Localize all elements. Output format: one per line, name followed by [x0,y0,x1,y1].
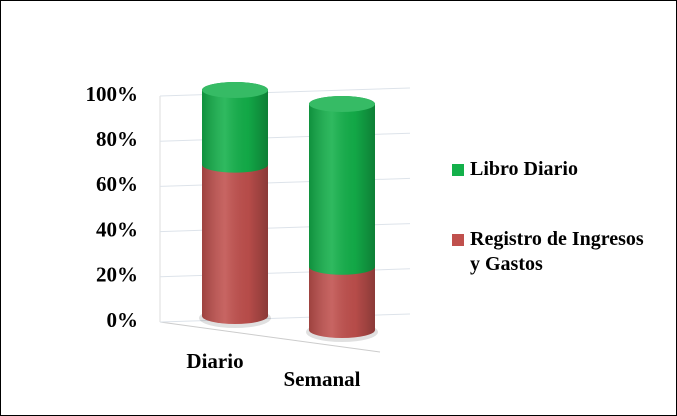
legend-swatch [452,234,464,246]
y-tick-label: 0% [107,308,139,332]
x-tick-label: Semanal [283,367,360,391]
y-tick-label: 40% [96,217,138,241]
cylinder-cap [202,82,268,98]
cylinder-cap-light [202,82,268,98]
cylinder-cap-light [309,96,375,112]
cylinder-shading [309,96,375,275]
y-tick-label: 60% [96,172,138,196]
x-tick-label: Diario [186,349,243,373]
floor-edge [159,321,381,353]
y-tick-label: 20% [96,263,138,287]
cylinder-shading [202,156,268,324]
cylinder-shading [309,258,375,338]
legend-swatch [452,164,464,176]
legend-label: Registro de Ingresos y Gastos [470,228,644,275]
cylinder-shading [202,82,268,173]
y-tick-label: 100% [86,82,139,106]
cylinder-cap [309,96,375,112]
legend-label: Libro Diario [470,158,578,180]
y-tick-label: 80% [96,127,138,151]
grid-line [159,87,411,97]
